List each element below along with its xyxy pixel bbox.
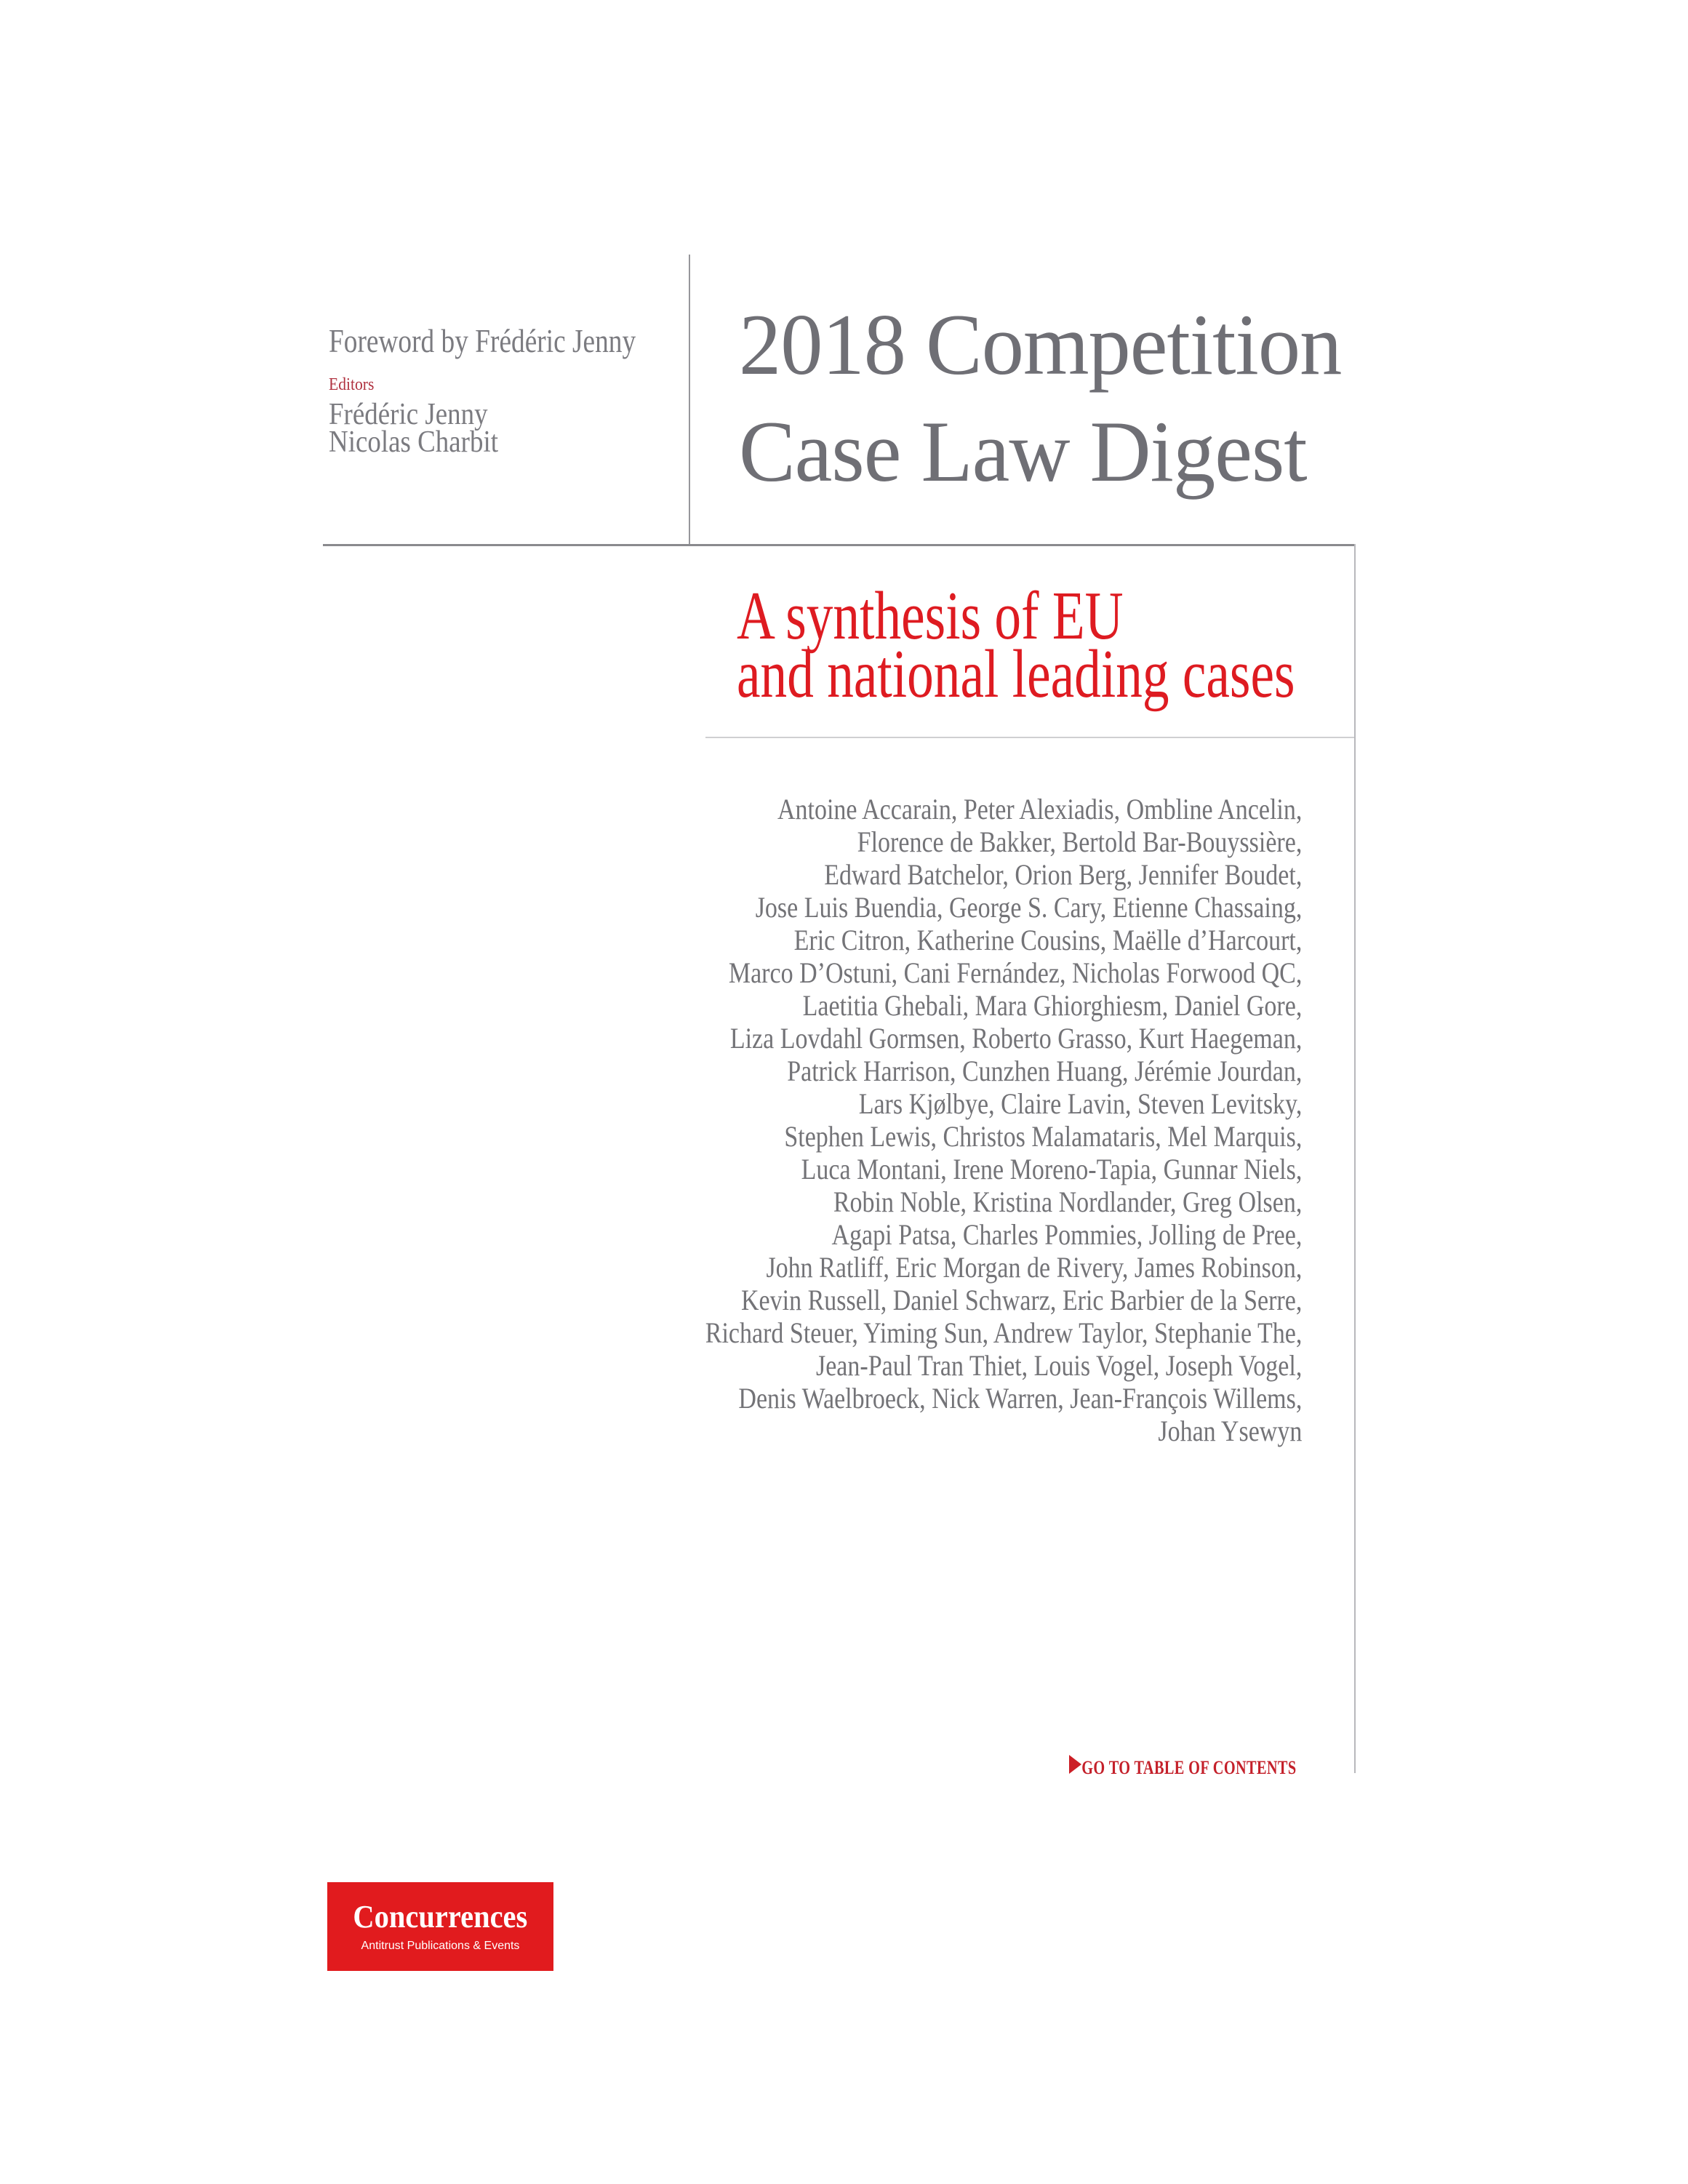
page-title-line1: 2018 Competition [739, 296, 1342, 393]
list-line: Nicolas Charbit [329, 425, 499, 459]
concurrences-logo-tagline: Antitrust Publications & Events [361, 1940, 520, 1952]
editor-names: Frédéric Jenny Nicolas Charbit [329, 398, 499, 459]
list-line: Denis Waelbroeck, Nick Warren, Jean-Fran… [738, 1382, 1302, 1415]
list-line: Luca Montani, Irene Moreno-Tapia, Gunnar… [801, 1153, 1302, 1185]
list-line: Richard Steuer, Yiming Sun, Andrew Taylo… [705, 1316, 1302, 1349]
concurrences-logo: Concurrences Antitrust Publications & Ev… [327, 1882, 553, 1971]
right-vertical-divider [1354, 544, 1356, 1773]
list-line: Kevin Russell, Daniel Schwarz, Eric Barb… [740, 1284, 1302, 1316]
page-subtitle-line2: and national leading cases [737, 636, 1295, 712]
list-line: Marco D’Ostuni, Cani Fernández, Nicholas… [728, 956, 1302, 989]
list-line: Laetitia Ghebali, Mara Ghiorghiesm, Dani… [802, 989, 1302, 1022]
list-line: Jose Luis Buendia, George S. Cary, Etien… [755, 891, 1302, 924]
subtitle-underline-rule [705, 737, 1355, 738]
author-list: Antoine Accarain, Peter Alexiadis, Ombli… [705, 793, 1302, 1447]
play-triangle-icon [1069, 1755, 1081, 1774]
list-line: Jean-Paul Tran Thiet, Louis Vogel, Josep… [815, 1349, 1302, 1382]
list-line: Patrick Harrison, Cunzhen Huang, Jérémie… [786, 1055, 1302, 1087]
list-line: Frédéric Jenny [329, 398, 488, 431]
list-line: Liza Lovdahl Gormsen, Roberto Grasso, Ku… [729, 1022, 1302, 1055]
list-line: Agapi Patsa, Charles Pommies, Jolling de… [831, 1218, 1302, 1251]
page-title: 2018 Competition Case Law Digest [739, 291, 1342, 505]
left-vertical-divider [689, 255, 690, 545]
list-line: Florence de Bakker, Bertold Bar-Bouyssiè… [857, 825, 1302, 858]
list-line: Johan Ysewyn [1158, 1415, 1302, 1447]
page-title-line2: Case Law Digest [739, 403, 1308, 500]
page-subtitle-line1: A synthesis of EU [737, 578, 1124, 654]
list-line: Lars Kjølbye, Claire Lavin, Steven Levit… [858, 1087, 1302, 1120]
title-underline-rule [323, 544, 1356, 546]
list-line: Eric Citron, Katherine Cousins, Maëlle d… [793, 924, 1302, 956]
list-line: Robin Noble, Kristina Nordlander, Greg O… [833, 1185, 1302, 1218]
go-to-table-of-contents-link[interactable]: GO TO TABLE OF CONTENTS [1062, 1749, 1302, 1782]
list-line: Edward Batchelor, Orion Berg, Jennifer B… [823, 858, 1302, 891]
list-line: Antoine Accarain, Peter Alexiadis, Ombli… [777, 793, 1302, 825]
go-to-table-of-contents-label: GO TO TABLE OF CONTENTS [1081, 1757, 1296, 1778]
list-line: Stephen Lewis, Christos Malamataris, Mel… [783, 1120, 1302, 1153]
foreword-credit: Foreword by Frédéric Jenny [329, 323, 636, 359]
page-subtitle: A synthesis of EU and national leading c… [737, 578, 1295, 712]
editors-label: Editors [329, 375, 375, 394]
concurrences-logo-name: Concurrences [353, 1899, 528, 1935]
list-line: John Ratliff, Eric Morgan de Rivery, Jam… [766, 1251, 1302, 1284]
